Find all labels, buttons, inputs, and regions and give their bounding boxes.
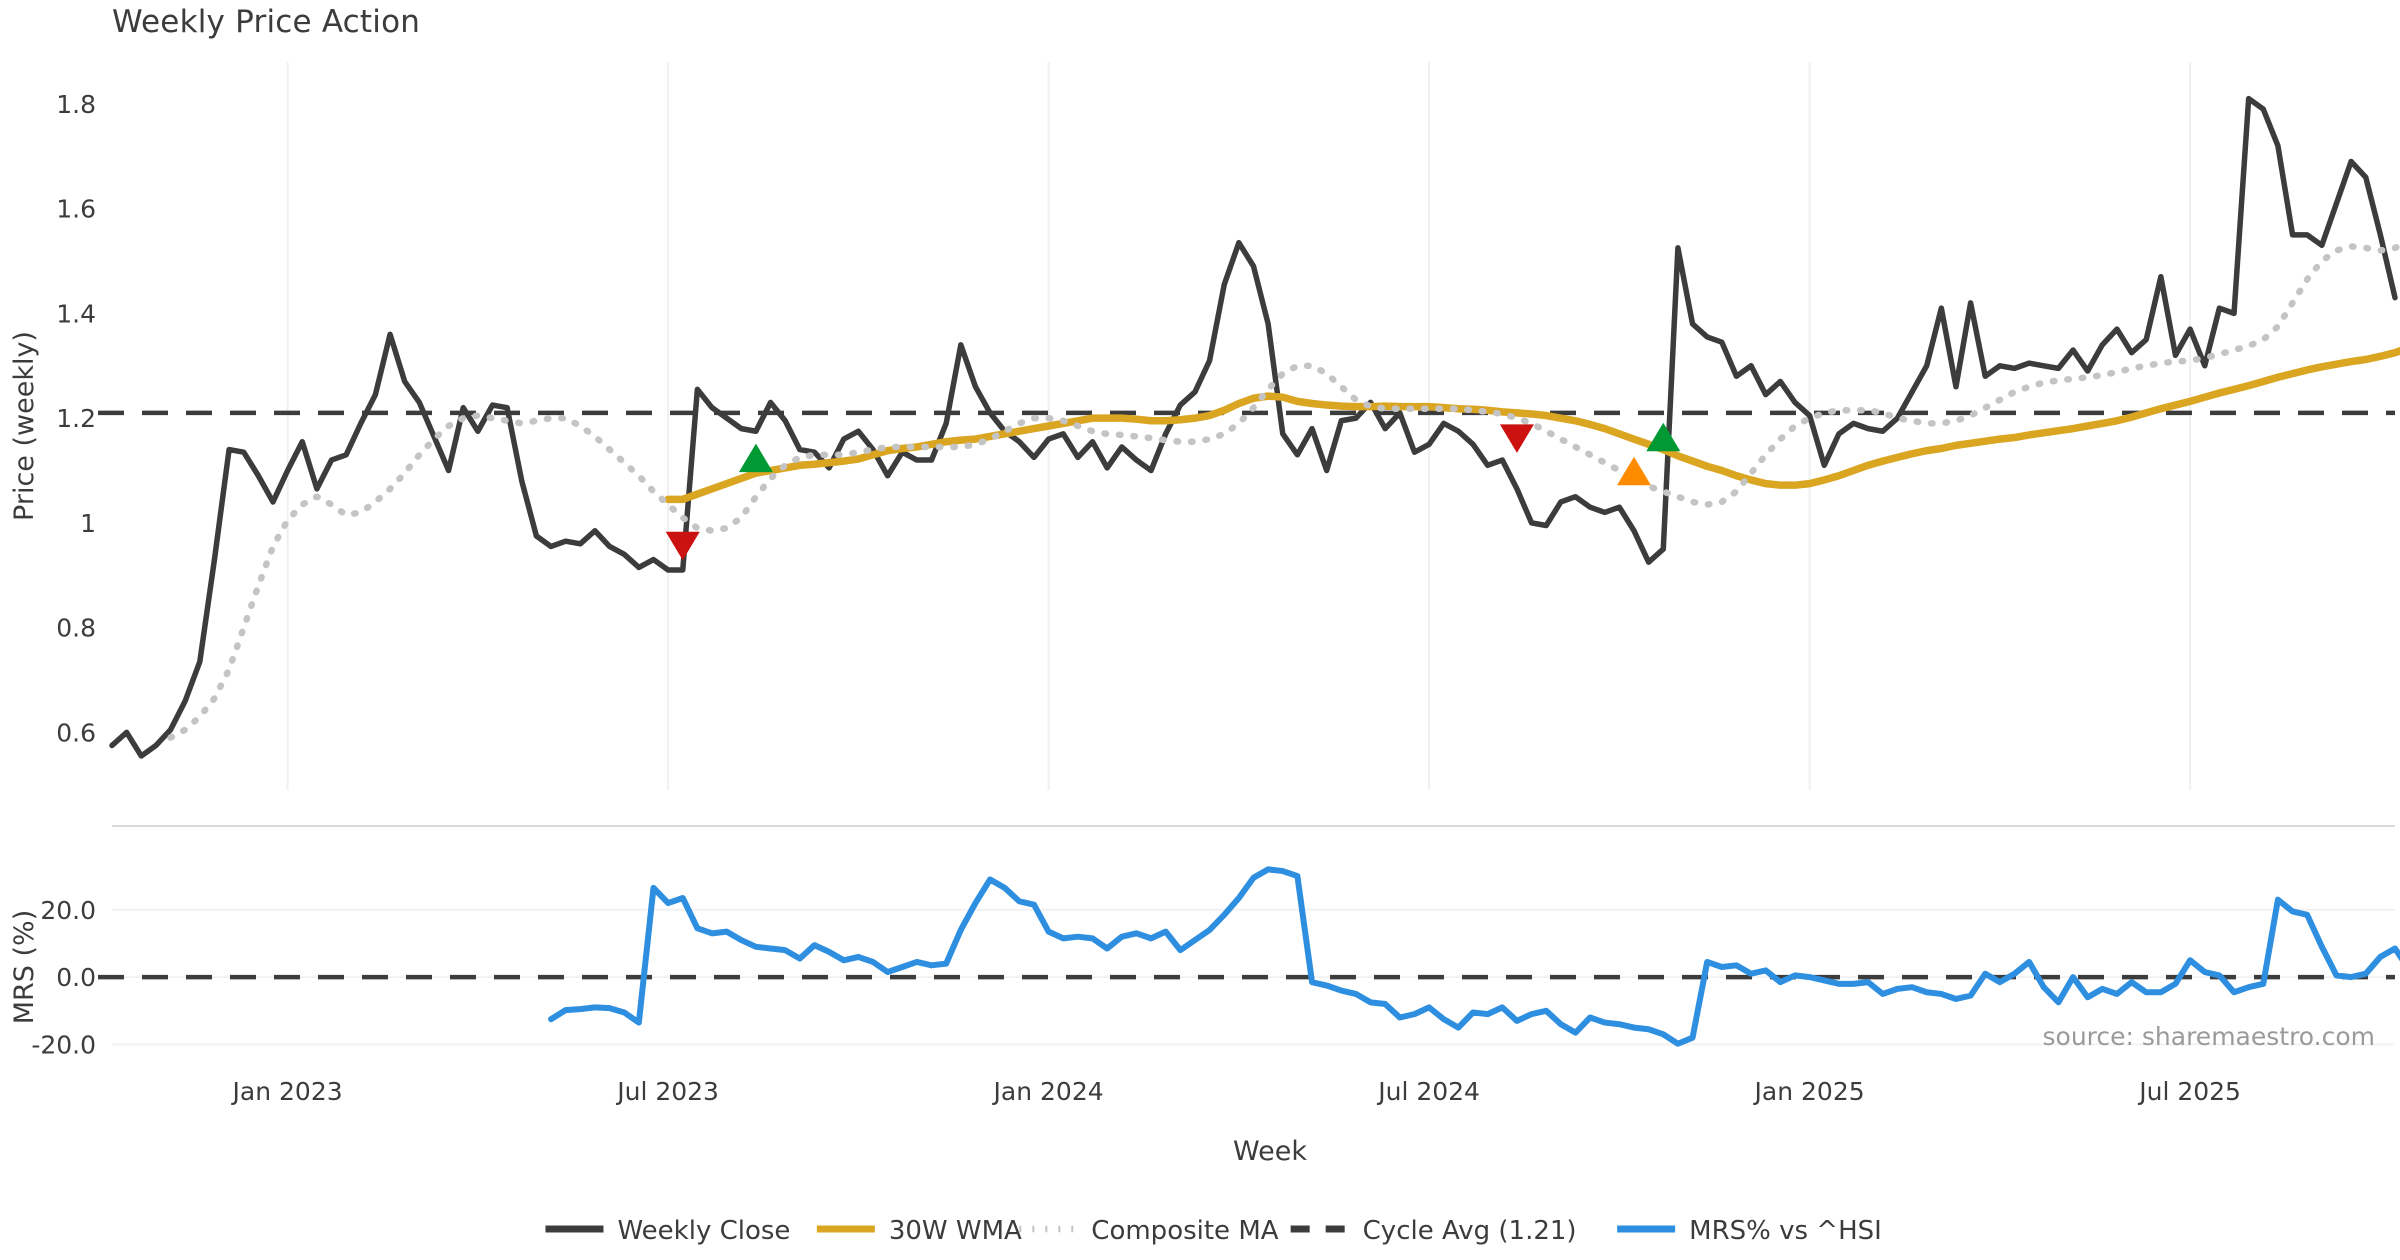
mrs-axis-title: MRS (%) (9, 910, 40, 1025)
price-ytick-label-5: 1.6 (56, 195, 96, 224)
buy-marker-1 (738, 443, 773, 473)
mrs-ytick-label-1: 0.0 (56, 963, 96, 992)
series-weekly-close (109, 95, 2398, 759)
legend-item-weekly-close[interactable]: Weekly Close (545, 1216, 790, 1246)
xtick-label-4: Jan 2025 (1753, 1077, 1865, 1106)
sell-marker-1 (665, 531, 700, 561)
page-title: Weekly Price Action (112, 4, 421, 40)
price-ytick-label-4: 1.4 (56, 299, 96, 328)
warn-marker-1 (1617, 456, 1651, 486)
source-watermark: source: sharemaestro.com (2043, 1022, 2376, 1051)
price-ytick-label-2: 1 (80, 509, 96, 538)
mrs-ytick-label-2: 20.0 (40, 896, 96, 925)
price-axis-title: Price (weekly) (9, 331, 40, 521)
sell-marker-2 (1499, 424, 1534, 453)
legend-label: Cycle Avg (1.21) (1363, 1216, 1577, 1246)
legend-label: MRS% vs ^HSI (1689, 1216, 1882, 1246)
gridlines (112, 62, 2395, 1046)
price-ytick-label-3: 1.2 (56, 404, 96, 433)
legend-label: Weekly Close (617, 1216, 790, 1246)
xtick-label-5: Jul 2025 (2137, 1077, 2241, 1106)
buy-marker-2 (1646, 422, 1681, 452)
xtick-label-0: Jan 2023 (231, 1077, 343, 1106)
price-ytick-label-6: 1.8 (56, 90, 96, 119)
series-composite-ma (167, 241, 2400, 741)
legend-item-mrs-vs-hsi[interactable]: MRS% vs ^HSI (1617, 1216, 1882, 1246)
signal-markers (665, 422, 1681, 561)
price-ytick-label-0: 0.6 (56, 718, 96, 747)
xtick-label-2: Jan 2024 (992, 1077, 1104, 1106)
chart-legend: Weekly Close 30W WMA Composite MA Cycle Avg… (545, 1216, 1882, 1246)
legend-label: Composite MA (1091, 1216, 1278, 1246)
xtick-label-3: Jul 2024 (1376, 1077, 1480, 1106)
watermark-text: source: sharemaestro.com (2043, 1022, 2376, 1051)
x-axis-title: Week (1233, 1136, 1307, 1167)
legend-item-cycle-avg-1-21[interactable]: Cycle Avg (1.21) (1290, 1216, 1577, 1246)
price-ytick-label-1: 0.8 (56, 614, 96, 643)
series-mrs-vs-hsi (548, 866, 2400, 1047)
xtick-label-1: Jul 2023 (615, 1077, 719, 1106)
legend-label: 30W WMA (889, 1216, 1022, 1246)
axis-labels: 0.6 0.8 1 1.2 1.4 1.6 1.8 -20.0 0.0 20.0 Jan 2023 J… (9, 90, 2241, 1167)
legend-item-composite-ma[interactable]: Composite MA (1019, 1216, 1279, 1246)
data-series (109, 95, 2400, 1047)
legend-item-30w-wma[interactable]: 30W WMA (816, 1216, 1022, 1246)
mrs-ytick-label-0: -20.0 (31, 1030, 96, 1059)
